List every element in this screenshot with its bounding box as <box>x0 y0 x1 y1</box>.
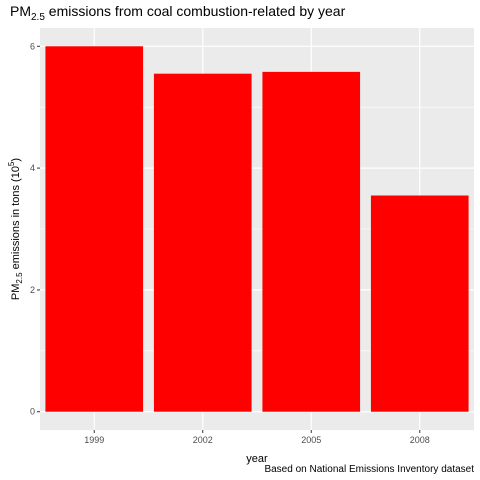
x-tick-label: 2005 <box>301 435 321 445</box>
chart-caption: Based on National Emissions Inventory da… <box>264 464 474 475</box>
x-axis-ticks: 1999 2002 2005 2008 <box>84 430 430 445</box>
x-tick-label: 2002 <box>193 435 213 445</box>
x-tick-label: 2008 <box>410 435 430 445</box>
y-axis-title: PM2.5 emissions in tons (105) <box>7 158 24 300</box>
bar-2005 <box>262 71 361 412</box>
chart-title: PM2.5 emissions from coal combustion-rel… <box>10 3 346 23</box>
y-tick-label: 6 <box>30 41 35 51</box>
bars <box>45 46 469 412</box>
y-tick-label: 2 <box>30 285 35 295</box>
x-axis-title: year <box>246 453 268 465</box>
x-tick-label: 1999 <box>84 435 104 445</box>
bar-2008 <box>370 195 469 412</box>
y-tick-label: 0 <box>30 407 35 417</box>
y-axis-ticks: 0 2 4 6 <box>30 41 40 417</box>
y-tick-label: 4 <box>30 163 35 173</box>
bar-1999 <box>45 46 144 412</box>
bar-2002 <box>153 73 252 412</box>
